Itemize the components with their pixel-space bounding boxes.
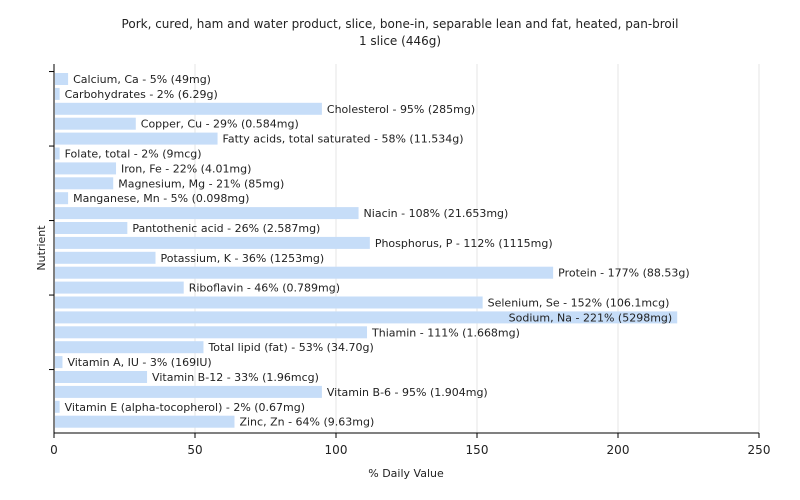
bar [55, 87, 60, 100]
y-axis-label: Nutrient [35, 225, 48, 271]
bar-label: Cholesterol - 95% (285mg) [327, 103, 475, 116]
x-axis-ticks: 0 50 100 150 200 250 [50, 433, 770, 457]
bar [55, 192, 69, 205]
bar [55, 415, 235, 428]
bar-label: Vitamin B-6 - 95% (1.904mg) [327, 386, 488, 399]
bar-label: Iron, Fe - 22% (4.01mg) [121, 162, 251, 175]
bar [55, 266, 554, 279]
bar-label: Riboflavin - 46% (0.789mg) [189, 282, 340, 295]
bar [55, 371, 148, 383]
bar [55, 177, 114, 190]
bar-label: Thiamin - 111% (1.668mg) [371, 326, 520, 339]
bar-label: Total lipid (fat) - 53% (34.70g) [207, 341, 373, 354]
chart-subtitle: 1 slice (446g) [359, 34, 441, 48]
bars [55, 73, 678, 428]
bar-label: Magnesium, Mg - 21% (85mg) [118, 177, 284, 190]
x-tick-label: 50 [187, 443, 202, 457]
bar [55, 400, 60, 413]
bar [55, 222, 128, 234]
bar [55, 73, 69, 85]
bar [55, 251, 156, 264]
bar [55, 162, 117, 175]
bar-label: Carbohydrates - 2% (6.29g) [65, 88, 218, 101]
bar [55, 207, 359, 220]
bar [55, 281, 184, 294]
gridlines [194, 64, 760, 433]
bar-label: Potassium, K - 36% (1253mg) [161, 252, 325, 265]
x-tick-label: 150 [466, 443, 489, 457]
bar-label: Selenium, Se - 152% (106.1mcg) [488, 297, 670, 310]
bar [55, 341, 204, 354]
bar-labels: Calcium, Ca - 5% (49mg) Carbohydrates - 2… [65, 73, 690, 429]
bar-label: Zinc, Zn - 64% (9.63mg) [239, 416, 374, 429]
bar-label: Calcium, Ca - 5% (49mg) [73, 73, 211, 86]
bar [55, 311, 678, 324]
chart-title: Pork, cured, ham and water product, slic… [122, 17, 679, 31]
bar-label: Protein - 177% (88.53g) [558, 267, 690, 280]
x-tick-label: 100 [325, 443, 348, 457]
bar [55, 326, 368, 339]
bar [55, 117, 136, 130]
bar [55, 385, 322, 398]
bar [55, 236, 370, 249]
bar [55, 132, 218, 145]
bar-label: Niacin - 108% (21.653mg) [364, 207, 509, 220]
bar-label: Manganese, Mn - 5% (0.098mg) [73, 192, 249, 205]
bar-label: Folate, total - 2% (9mcg) [65, 148, 202, 161]
bar-label: Vitamin B-12 - 33% (1.96mcg) [152, 371, 319, 384]
bar-label: Fatty acids, total saturated - 58% (11.5… [223, 133, 464, 146]
x-tick-label: 250 [748, 443, 771, 457]
x-tick-label: 0 [50, 443, 58, 457]
y-axis-ticks [49, 71, 54, 371]
bar-label: Vitamin E (alpha-tocopherol) - 2% (0.67m… [65, 401, 305, 414]
bar-label: Copper, Cu - 29% (0.584mg) [141, 118, 299, 131]
bar [55, 356, 63, 369]
bar [55, 147, 60, 160]
bar-label: Pantothenic acid - 26% (2.587mg) [132, 222, 320, 235]
x-tick-label: 200 [607, 443, 630, 457]
bar-label: Vitamin A, IU - 3% (169IU) [67, 356, 211, 369]
bar [55, 296, 483, 309]
bar-label: Phosphorus, P - 112% (1115mg) [375, 237, 553, 250]
bar [55, 102, 322, 115]
x-axis-label: % Daily Value [368, 467, 444, 480]
bar-label: Sodium, Na - 221% (5298mg) [509, 311, 673, 324]
